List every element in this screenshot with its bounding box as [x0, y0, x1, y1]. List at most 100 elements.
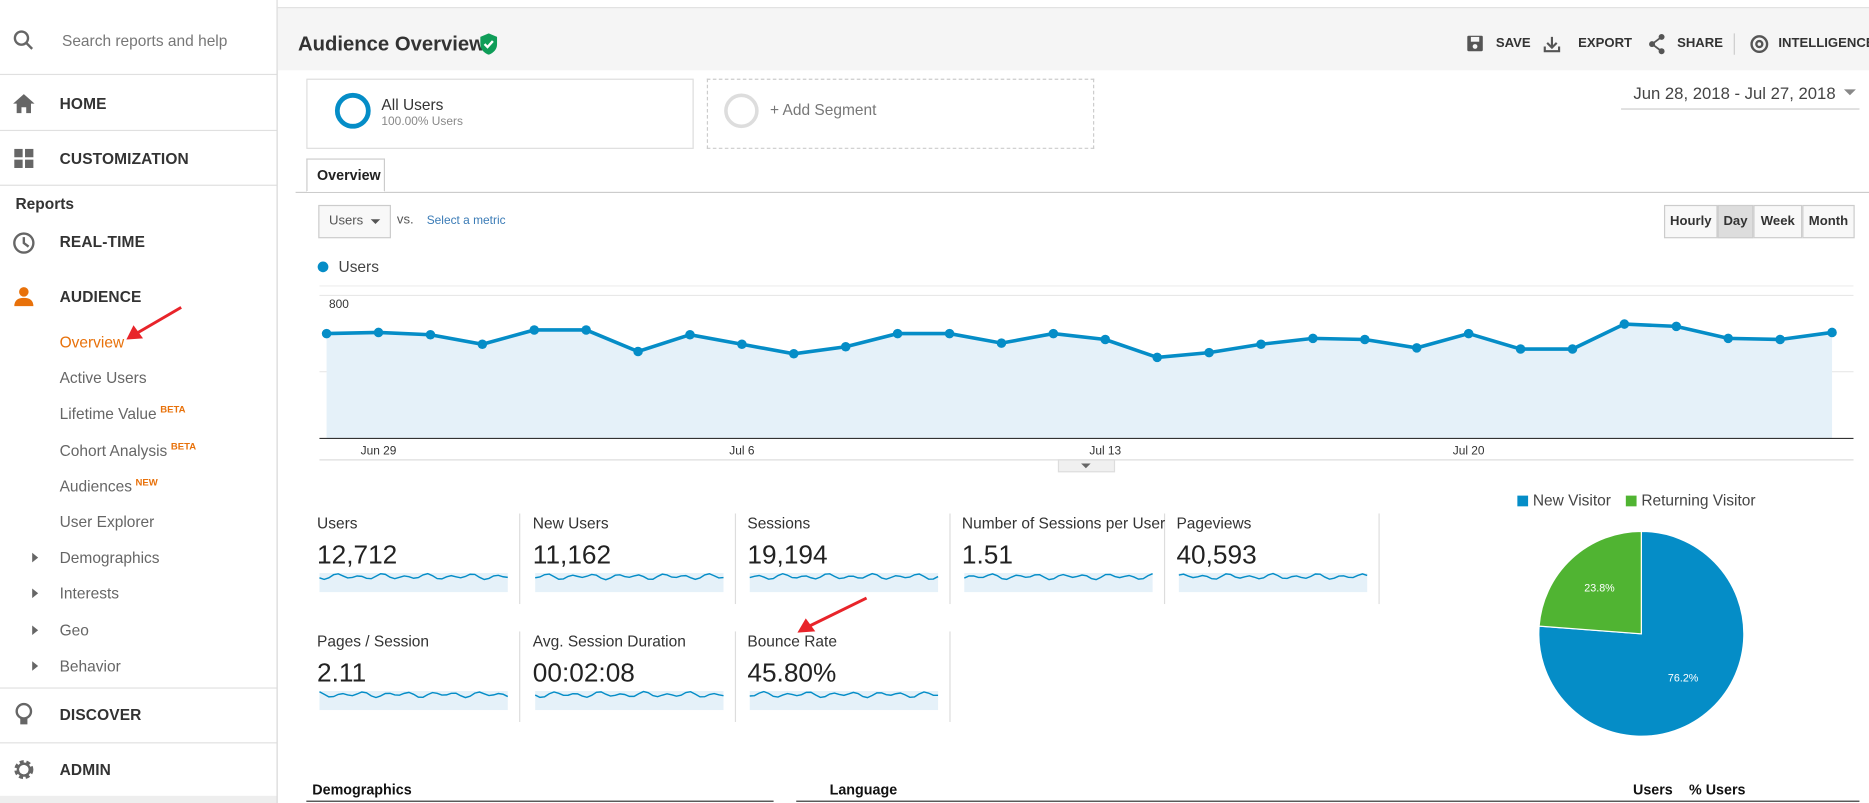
nav-subitem[interactable]: Audiences NEW	[59, 476, 158, 495]
nav-subitem[interactable]: Active Users	[60, 370, 147, 385]
point	[1100, 334, 1111, 345]
tab-line	[295, 191, 1869, 194]
granularity-button[interactable]: Month	[1802, 204, 1855, 239]
nav-subitem-label[interactable]: User Explorer	[59, 512, 155, 531]
nav-subitem[interactable]: User Explorer	[60, 514, 155, 529]
verified-badge	[480, 33, 498, 55]
divider	[0, 73, 277, 76]
add-segment-ring	[724, 93, 759, 129]
header-action[interactable]: EXPORT	[1578, 36, 1633, 51]
nav-subitem-label[interactable]: Cohort Analysis	[59, 441, 168, 459]
expand-arrow[interactable]	[32, 624, 39, 635]
granularity-button[interactable]: Hourly	[1663, 204, 1718, 239]
point	[633, 346, 643, 357]
legend-swatch	[1625, 495, 1637, 507]
tab[interactable]	[306, 158, 386, 192]
sparkline	[964, 573, 1153, 581]
nav-subitem[interactable]: Overview	[60, 334, 125, 349]
nav-subitem-label[interactable]: Audiences	[59, 477, 132, 495]
date-range[interactable]: Jun 28, 2018 - Jul 27, 2018	[1633, 83, 1836, 103]
expand-arrow[interactable]	[32, 552, 39, 563]
metric-label: New Users	[532, 514, 609, 532]
date-caret[interactable]	[1843, 89, 1856, 96]
legend-label: Users	[339, 259, 380, 276]
tab-label[interactable]: Overview	[317, 166, 381, 184]
nav-customization[interactable]: CUSTOMIZATION	[59, 149, 189, 168]
metric-value: 2.11	[317, 657, 367, 688]
nav-group[interactable]: Geo	[59, 620, 89, 639]
select-metric-link[interactable]: Select a metric	[426, 214, 506, 228]
x-tick-label: Jul 20	[1453, 444, 1485, 458]
header-action[interactable]: SAVE	[1495, 36, 1531, 51]
nav-subitem-label[interactable]: Overview	[59, 332, 125, 351]
nav-group[interactable]: Behavior	[59, 656, 121, 675]
legend-dot	[317, 261, 329, 273]
nav-realtime[interactable]: REAL-TIME	[59, 232, 146, 251]
nav-group[interactable]: Demographics	[59, 548, 160, 567]
divider	[0, 129, 277, 132]
sparkline	[749, 572, 939, 580]
column-heading: % Users	[1689, 781, 1746, 799]
metric-label: Sessions	[747, 514, 811, 532]
customization-icon	[14, 148, 34, 168]
header-action[interactable]: SHARE	[1677, 36, 1723, 51]
x-tick-label: Jul 6	[729, 444, 755, 458]
segment-card[interactable]	[306, 78, 694, 149]
metric-selected[interactable]: Users	[328, 213, 364, 229]
action-icons	[1467, 33, 1769, 55]
reports-heading: Reports	[15, 194, 75, 213]
metric-value: 45.80%	[747, 657, 837, 688]
nav-home[interactable]: HOME	[59, 94, 107, 113]
metric-label: Users	[317, 514, 358, 532]
search-input[interactable]: Search reports and help	[61, 31, 228, 50]
header-action[interactable]: INTELLIGENCE	[1778, 36, 1869, 51]
expand-arrow[interactable]	[32, 661, 39, 671]
sparkline-bg	[749, 691, 939, 711]
point	[581, 325, 591, 335]
table-rule	[306, 800, 774, 802]
clock-icon	[13, 232, 35, 254]
nav-badge: NEW	[135, 476, 158, 488]
search-icon	[13, 30, 34, 50]
pie-slice	[1538, 530, 1642, 635]
nav-discover[interactable]: DISCOVER	[59, 705, 142, 724]
sparkline	[319, 572, 508, 581]
sidebar	[0, 0, 278, 803]
granularity-button[interactable]: Day	[1717, 204, 1754, 239]
point	[477, 339, 488, 350]
nav-subitem-label[interactable]: Active Users	[59, 368, 147, 387]
discover-icon	[15, 702, 33, 725]
metric-value: 1.51	[961, 539, 1013, 570]
nav-subitem[interactable]: Cohort Analysis BETA	[59, 441, 196, 459]
point	[1723, 333, 1733, 344]
point	[373, 327, 384, 338]
legend-label: New Visitor	[1533, 493, 1611, 510]
expand-arrow[interactable]	[32, 588, 39, 599]
granularity-button[interactable]: Week	[1753, 204, 1803, 239]
x-tick-label: Jul 13	[1089, 444, 1121, 458]
sparkline	[534, 690, 724, 699]
legend-swatch	[1517, 495, 1529, 507]
add-segment-label[interactable]: + Add Segment	[770, 100, 877, 119]
nav-audience[interactable]: AUDIENCE	[59, 287, 142, 306]
point	[1515, 344, 1526, 354]
y-tick-label: 800	[329, 297, 349, 311]
point	[685, 329, 695, 340]
nav-subitem[interactable]: Lifetime Value BETA	[59, 404, 186, 424]
segment-name: All Users	[381, 95, 444, 114]
nav-badge: BETA	[160, 404, 186, 416]
nav-admin[interactable]: ADMIN	[59, 760, 111, 779]
date-underline	[1621, 108, 1860, 110]
nav-group[interactable]: Interests	[59, 584, 120, 603]
point	[425, 329, 436, 340]
table-rule	[796, 800, 1860, 802]
point	[529, 325, 540, 335]
legend-label: Returning Visitor	[1641, 493, 1755, 510]
add-segment-card[interactable]	[706, 78, 1095, 149]
line	[326, 322, 1833, 360]
metric-value: 11,162	[532, 539, 612, 570]
sidebar-icons	[13, 30, 35, 780]
nav-subitem-label[interactable]: Lifetime Value	[59, 405, 157, 424]
